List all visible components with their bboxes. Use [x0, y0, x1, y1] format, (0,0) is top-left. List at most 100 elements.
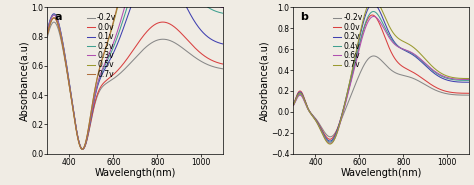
0.7v [220, 2, 226, 4]
-0.2v [163, 38, 168, 41]
Line: 0.2v: 0.2v [293, 4, 469, 141]
0.1v [76, 139, 82, 141]
0.4v [409, 52, 414, 54]
0.6v [395, 46, 401, 48]
Line: 0.3v: 0.3v [47, 0, 223, 149]
0.2v [220, 12, 226, 14]
-0.2v [371, 55, 376, 57]
0.2v [90, 105, 96, 107]
0.5v [220, 2, 226, 4]
0.3v [90, 104, 96, 106]
0.0v [80, 148, 85, 150]
-0.2v [409, 77, 414, 79]
0.5v [45, 33, 50, 35]
-0.2v [336, 124, 342, 127]
0.0v [125, 57, 130, 59]
0.4v [327, 141, 333, 143]
-0.2v [328, 136, 333, 138]
0.4v [395, 45, 401, 47]
Line: 0.5v: 0.5v [47, 0, 223, 149]
-0.2v [220, 68, 226, 70]
-0.2v [466, 94, 472, 96]
0.2v [370, 2, 376, 5]
0.1v [80, 148, 85, 150]
0.4v [371, 10, 376, 13]
Legend: -0.2v, 0.0v, 0.2v, 0.4v, 0.6v, 0.7v: -0.2v, 0.0v, 0.2v, 0.4v, 0.6v, 0.7v [332, 13, 363, 70]
0.2v [424, 65, 429, 68]
0.3v [80, 148, 85, 150]
0.1v [124, 16, 130, 18]
-0.2v [291, 104, 296, 106]
0.2v [80, 148, 85, 150]
0.2v [327, 140, 333, 142]
0.6v [291, 105, 296, 107]
0.0v [395, 61, 401, 63]
-0.2v [371, 55, 376, 57]
-0.2v [424, 84, 429, 87]
0.6v [371, 15, 376, 18]
Line: 0.7v: 0.7v [47, 0, 223, 149]
0.4v [322, 136, 328, 138]
0.6v [371, 15, 376, 18]
0.6v [322, 137, 328, 139]
0.2v [336, 124, 342, 126]
X-axis label: Wavelength(nm): Wavelength(nm) [95, 168, 176, 178]
0.7v [466, 77, 472, 80]
0.2v [395, 45, 401, 47]
0.1v [45, 29, 50, 31]
0.7v [291, 104, 296, 106]
Y-axis label: Absorbance(a.u): Absorbance(a.u) [20, 40, 30, 121]
0.7v [327, 143, 333, 145]
-0.2v [125, 65, 130, 67]
0.0v [76, 140, 82, 142]
Line: -0.2v: -0.2v [293, 56, 469, 137]
-0.2v [149, 42, 155, 44]
0.0v [45, 32, 50, 35]
0.2v [466, 81, 472, 83]
0.0v [371, 14, 376, 16]
Line: 0.0v: 0.0v [47, 18, 223, 149]
-0.2v [76, 140, 82, 142]
Text: a: a [55, 12, 62, 22]
Line: 0.6v: 0.6v [293, 16, 469, 143]
0.0v [409, 70, 414, 73]
0.5v [90, 100, 96, 102]
-0.2v [322, 131, 328, 133]
Line: -0.2v: -0.2v [47, 22, 223, 149]
-0.2v [395, 73, 401, 75]
0.0v [163, 21, 168, 23]
0.6v [328, 142, 333, 144]
0.5v [76, 140, 82, 142]
X-axis label: Wavelength(nm): Wavelength(nm) [341, 168, 422, 178]
-0.2v [51, 21, 57, 23]
0.0v [220, 63, 226, 65]
0.1v [220, 43, 226, 45]
0.7v [424, 59, 429, 61]
Line: 0.1v: 0.1v [47, 0, 223, 149]
Legend: -0.2v, 0.0v, 0.1v, 0.2v, 0.3v, 0.5v, 0.7v: -0.2v, 0.0v, 0.1v, 0.2v, 0.3v, 0.5v, 0.7… [86, 13, 117, 80]
0.1v [90, 106, 96, 108]
0.4v [336, 125, 342, 127]
0.4v [371, 10, 376, 13]
Line: 0.2v: 0.2v [47, 0, 223, 149]
0.5v [80, 148, 85, 150]
-0.2v [177, 45, 183, 48]
0.7v [76, 140, 82, 142]
-0.2v [80, 148, 85, 150]
0.0v [291, 103, 296, 105]
Line: 0.4v: 0.4v [293, 11, 469, 142]
0.2v [322, 135, 328, 137]
0.7v [80, 148, 85, 150]
0.2v [371, 3, 376, 5]
0.0v [327, 138, 333, 140]
0.0v [149, 26, 155, 28]
0.0v [370, 14, 375, 16]
0.2v [76, 139, 82, 142]
0.0v [466, 92, 472, 94]
0.6v [409, 51, 414, 53]
0.0v [424, 80, 429, 82]
0.3v [76, 139, 82, 142]
0.2v [124, 6, 130, 8]
-0.2v [45, 36, 50, 38]
0.7v [45, 33, 50, 35]
